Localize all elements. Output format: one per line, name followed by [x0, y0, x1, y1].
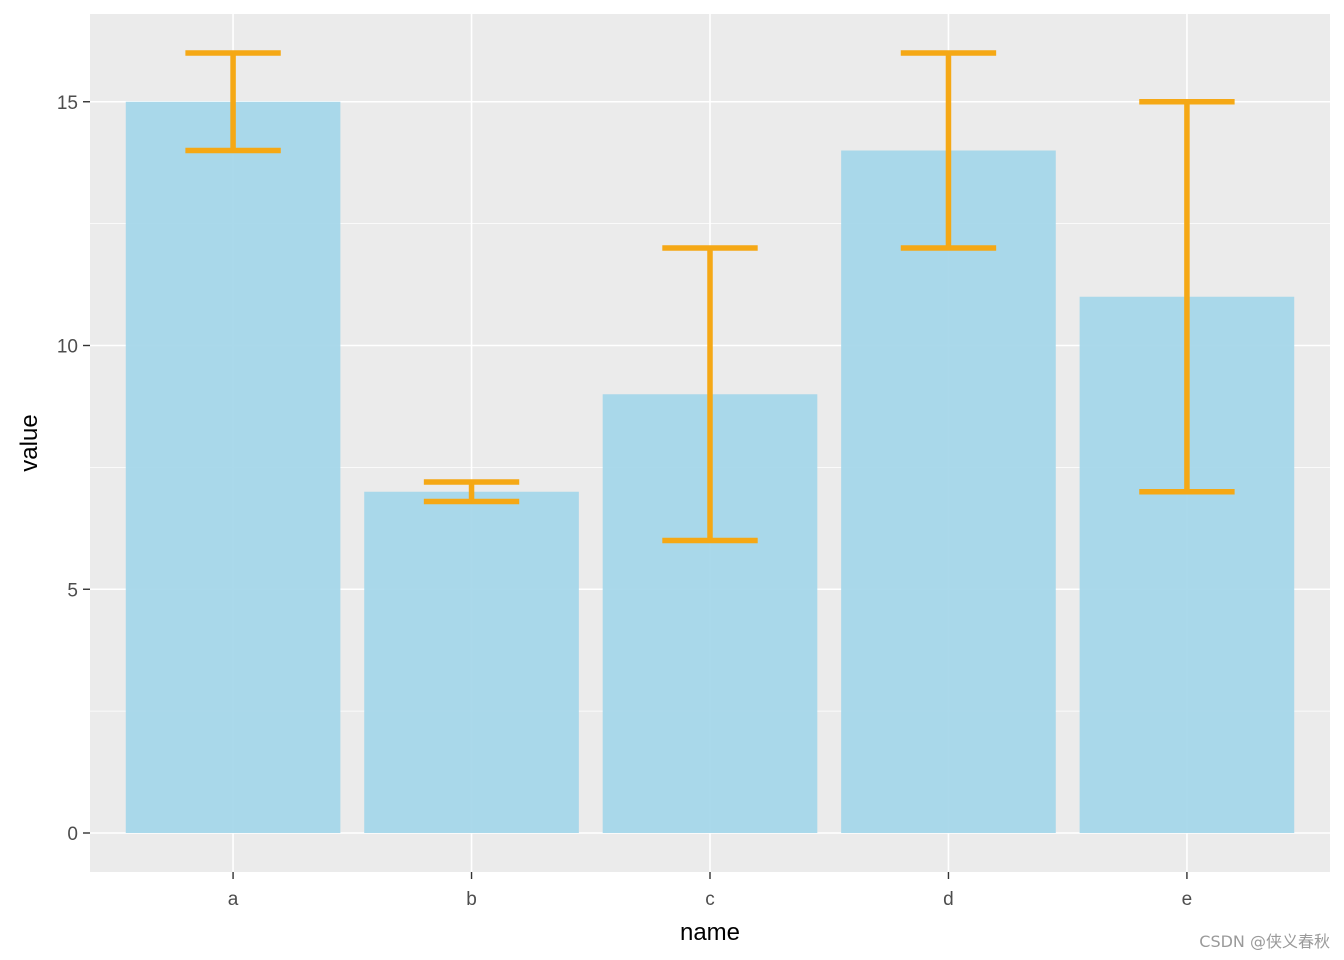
- y-axis: 0 5 10 15: [57, 93, 90, 845]
- error-bar-d: [900, 50, 997, 251]
- watermark: CSDN @侠义春秋: [1199, 932, 1330, 951]
- bar-b: [364, 491, 579, 833]
- x-axis: a b c d e: [228, 872, 1192, 910]
- error-bar-c: [662, 245, 758, 544]
- x-tick-label: e: [1182, 889, 1193, 910]
- bars: [125, 101, 1295, 833]
- error-bar-a: [185, 50, 281, 154]
- y-tick-label: 10: [57, 337, 78, 358]
- y-tick-label: 15: [57, 93, 78, 114]
- y-tick-label: 5: [67, 580, 78, 601]
- bar-d: [841, 150, 1056, 833]
- x-tick-label: a: [228, 889, 239, 910]
- y-axis-title: value: [16, 414, 43, 471]
- error-bars: [185, 50, 1235, 544]
- bar-a: [125, 101, 341, 833]
- x-axis-title: name: [680, 919, 740, 946]
- x-tick-label: b: [466, 889, 477, 910]
- y-tick-label: 0: [67, 824, 78, 845]
- error-bar-b: [423, 479, 520, 505]
- x-tick-label: c: [705, 889, 715, 910]
- error-bar-e: [1139, 99, 1235, 495]
- x-tick-label: d: [943, 889, 954, 910]
